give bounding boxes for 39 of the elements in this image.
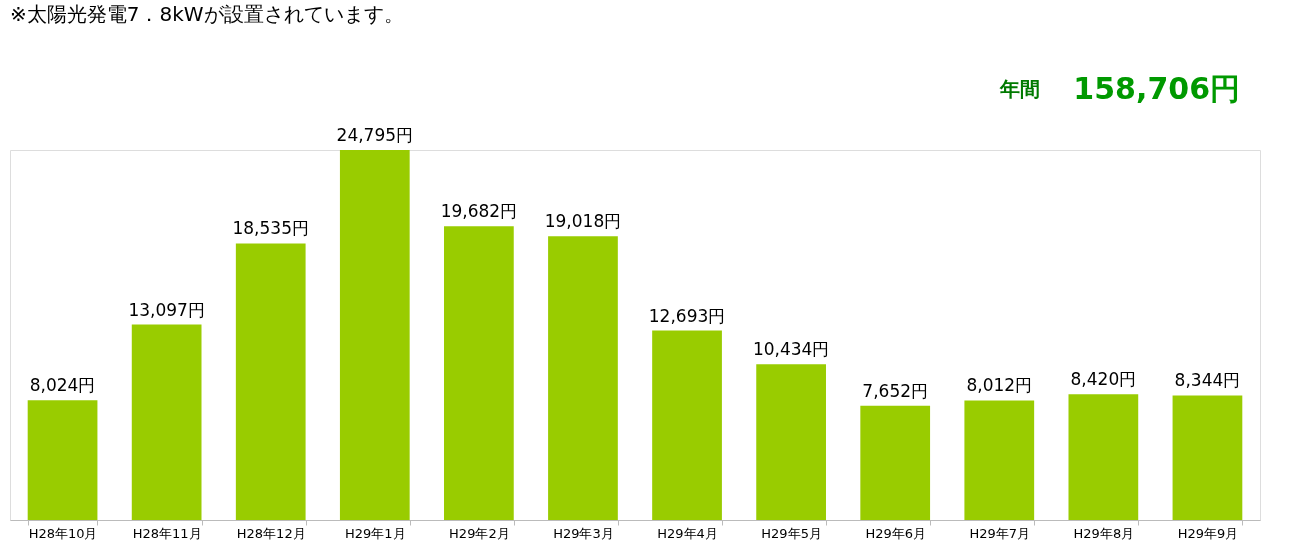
x-tick-label: H29年8月: [1073, 525, 1135, 541]
bar: [1068, 394, 1139, 520]
x-tick-label: H29年4月: [657, 525, 718, 541]
x-tick-label: H29年3月: [553, 525, 614, 541]
data-label: 18,535円: [232, 218, 309, 239]
x-tick-label: H29年6月: [865, 525, 926, 541]
data-label: 24,795円: [336, 125, 414, 145]
x-tick-label: H29年5月: [761, 525, 822, 541]
bar: [548, 236, 618, 520]
bar: [756, 364, 826, 520]
data-label: 19,682円: [440, 201, 518, 222]
data-label: 8,420円: [1070, 369, 1137, 390]
x-tick-label: H29年2月: [449, 525, 510, 541]
data-label: 8,344円: [1174, 370, 1241, 391]
bar: [235, 243, 306, 520]
x-tick-label: H28年11月: [132, 525, 202, 541]
text: 年間: [999, 77, 1040, 101]
x-tick-label: H29年7月: [969, 525, 1031, 541]
data-label: 12,693円: [648, 305, 726, 326]
x-tick-label: H29年9月: [1177, 525, 1239, 541]
bar: [27, 400, 98, 520]
data-label: 10,434円: [752, 339, 830, 360]
text: 158,706円: [1073, 71, 1240, 106]
bar: [1172, 395, 1243, 520]
chart-title: ※太陽光発電7．8kWが設置されています。: [10, 2, 404, 26]
bar: [652, 330, 722, 520]
bar: [339, 150, 410, 520]
bar: [131, 324, 202, 520]
data-label: 13,097円: [128, 299, 205, 320]
x-tick-label: H28年10月: [28, 525, 98, 541]
data-label: 8,012円: [966, 375, 1033, 396]
data-label: 7,652円: [862, 380, 929, 401]
bar: [444, 226, 514, 520]
x-tick-label: H28年12月: [236, 525, 306, 541]
data-label: 19,018円: [544, 211, 622, 232]
data-label: 8,024円: [29, 375, 96, 396]
bar: [964, 400, 1035, 520]
x-tick-label: H29年1月: [345, 525, 406, 541]
bar: [860, 405, 931, 520]
